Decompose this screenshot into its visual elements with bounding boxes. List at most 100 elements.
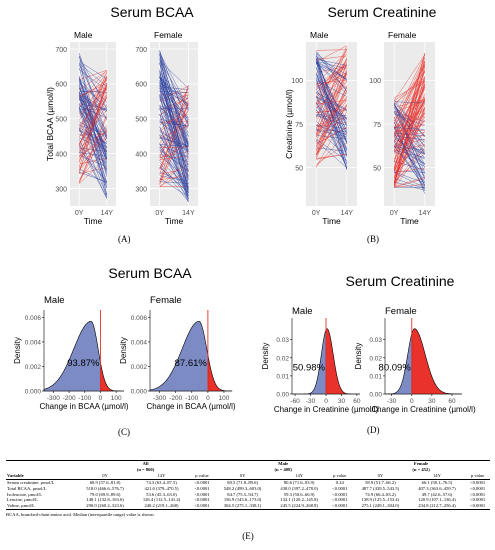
x-tick-label: 0Y [75, 210, 84, 217]
table-group-n: (n = 452) [412, 466, 430, 472]
y-tick-label: 600 [135, 82, 147, 89]
x-tick-label: 0Y [390, 210, 399, 217]
series-line [79, 127, 107, 144]
table-column-header: 14Y [295, 472, 304, 478]
percent-label: 93.87% [67, 358, 100, 369]
series-line [159, 71, 189, 201]
series-line [394, 138, 425, 147]
series-line [394, 127, 425, 130]
x-tick-label: 0 [99, 395, 103, 402]
series-line [79, 90, 107, 93]
table-cell: 138.9 (125.5–153.4) [361, 497, 400, 503]
series-line [394, 181, 425, 191]
series-line [79, 105, 107, 119]
series-line [159, 100, 189, 131]
x-axis-label: Time [165, 216, 184, 226]
x-tick-label: -200 [169, 395, 182, 402]
x-tick-label: 0Y [155, 210, 164, 217]
table-row: Serum creatinine, µmol/L 68.9 (57.6–81.8)… [6, 479, 490, 485]
density-area-positive [207, 354, 233, 392]
x-tick-label: -200 [63, 395, 76, 402]
series-line [159, 54, 189, 158]
y-tick-label: 0.01 [369, 373, 382, 380]
series-line [78, 114, 108, 182]
series-line [316, 104, 347, 143]
series-line [159, 49, 189, 155]
table-column-header: 14Y [432, 472, 441, 478]
density-area-negative [149, 321, 209, 392]
percent-label: 50.98% [293, 362, 326, 373]
series-lines [78, 52, 108, 199]
table-cell: 438.0 (397.2–478.0) [280, 485, 318, 491]
y-tick-label: 50 [295, 165, 303, 172]
density-area-negative [384, 333, 413, 395]
series-line [316, 85, 347, 109]
x-axis-label: Time [84, 216, 103, 226]
y-tick-label: 0.00 [369, 392, 382, 399]
series-line [159, 88, 189, 140]
y-tick-label: 0.00 [276, 392, 289, 399]
table-column-header: Variable [7, 472, 24, 478]
series-line [394, 134, 425, 142]
series-line [79, 154, 107, 168]
facet-label: Female [150, 295, 182, 306]
series-line [393, 106, 426, 187]
y-tick-label: 0.006 [25, 315, 42, 322]
x-tick-label: 14Y [182, 210, 195, 217]
y-axis-label: Density [354, 343, 363, 370]
table-group-all: All [77, 461, 215, 467]
chart-title: Serum Creatinine [328, 4, 437, 20]
summary-table-panel: All Male Female (n = 860) (n = 408) (n =… [6, 460, 490, 541]
series-line [315, 59, 348, 106]
y-tick-label: 75 [295, 122, 303, 129]
table-cell: <0.0001 [332, 491, 348, 497]
series-line [159, 175, 189, 181]
table-row: Valine, µmol/L 290.0 (260.2–323.6) 240.2 (… [6, 503, 490, 509]
series-line [315, 105, 348, 156]
series-line [316, 55, 347, 60]
table-cell: 49.7 (42.6–57.6) [421, 491, 453, 497]
chart-c: Serum BCAA Male Density 0.000 0.002 0.004 0.00… [13, 265, 236, 411]
x-tick-label: -100 [78, 395, 91, 402]
series-line [78, 75, 108, 147]
table-cell: 66.1 (58.1–76.5) [421, 479, 453, 485]
series-line [78, 82, 108, 196]
facet-label: Female [154, 30, 183, 40]
series-line [393, 76, 426, 183]
x-tick-label: 100 [111, 395, 122, 402]
series-line [394, 101, 425, 104]
table-cell: Total BCAA, µmol/L [7, 485, 47, 491]
series-line [394, 97, 425, 124]
y-axis-label: Density [119, 337, 128, 364]
series-line [394, 176, 425, 187]
series-line [159, 107, 189, 198]
series-line [316, 58, 347, 66]
series-line [315, 62, 348, 151]
table-cell: <0.0001 [470, 485, 486, 491]
y-tick-label: 400 [55, 151, 67, 158]
series-line [78, 64, 108, 103]
density-area-negative [43, 321, 101, 392]
x-axis-label: Change in Creatinine (µmol/l) [274, 405, 379, 414]
series-line [159, 96, 189, 194]
y-axis-label: Creatinine (µmol/l) [284, 89, 294, 159]
table-column-header: p value [195, 472, 209, 478]
y-tick-label: 400 [135, 151, 147, 158]
series-line [393, 54, 426, 101]
series-line [78, 97, 108, 145]
x-tick-label: 0 [206, 395, 210, 402]
table-cell: 120.9 (107.1–136.4) [418, 497, 456, 503]
series-line [159, 90, 189, 93]
table-body: Serum creatinine, µmol/L 68.9 (57.6–81.8)… [6, 479, 490, 510]
table-row: Isoleucine, µmol/L 79.0 (69.9–89.6) 53.6 (… [6, 492, 490, 498]
table-cell: 156.9 (143.6–173.0) [223, 497, 262, 503]
series-line [315, 53, 348, 97]
series-line [316, 98, 347, 136]
table-column-header: 0Y [102, 472, 108, 478]
series-line [79, 83, 107, 97]
table-group-label: Male [278, 461, 289, 466]
series-line [394, 151, 425, 167]
panel-label-e: (E) [242, 531, 254, 542]
